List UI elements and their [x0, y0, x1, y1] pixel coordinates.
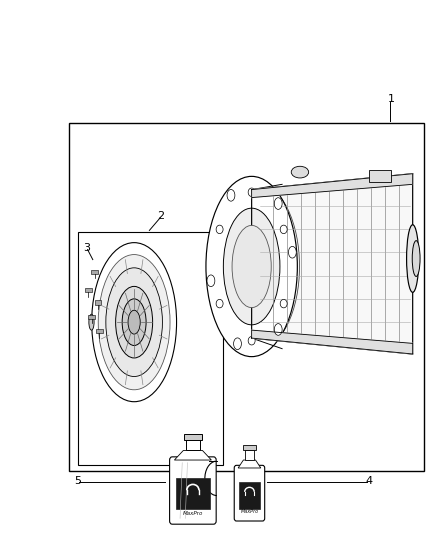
- Circle shape: [248, 336, 255, 345]
- Ellipse shape: [128, 310, 140, 334]
- Ellipse shape: [106, 268, 162, 376]
- Text: 2: 2: [157, 211, 164, 221]
- Ellipse shape: [412, 241, 420, 277]
- Bar: [69, 123, 424, 471]
- Ellipse shape: [116, 286, 152, 358]
- Bar: [245, 450, 254, 460]
- Bar: [88, 315, 95, 319]
- Text: 3: 3: [83, 243, 90, 253]
- Ellipse shape: [223, 208, 280, 325]
- Ellipse shape: [207, 275, 215, 287]
- Bar: [184, 433, 201, 440]
- Circle shape: [248, 188, 255, 197]
- Ellipse shape: [233, 338, 241, 350]
- Bar: [186, 440, 200, 450]
- Polygon shape: [238, 460, 261, 468]
- Ellipse shape: [122, 299, 146, 345]
- Text: 4: 4: [366, 477, 373, 486]
- Text: MaxPro: MaxPro: [240, 510, 258, 514]
- Bar: [95, 301, 102, 305]
- Ellipse shape: [406, 225, 419, 292]
- Polygon shape: [174, 450, 212, 460]
- Bar: [85, 288, 92, 293]
- Bar: [176, 478, 210, 510]
- Text: 5: 5: [74, 477, 81, 486]
- Bar: [96, 329, 103, 333]
- Ellipse shape: [92, 243, 177, 402]
- Circle shape: [280, 300, 287, 308]
- Ellipse shape: [274, 198, 282, 209]
- Text: 1: 1: [388, 94, 394, 104]
- Ellipse shape: [206, 176, 297, 357]
- Polygon shape: [252, 174, 413, 354]
- Ellipse shape: [227, 190, 235, 201]
- Ellipse shape: [217, 184, 300, 349]
- Text: MaxPro: MaxPro: [183, 511, 203, 516]
- Ellipse shape: [291, 166, 309, 178]
- Ellipse shape: [89, 314, 94, 330]
- Circle shape: [216, 300, 223, 308]
- Circle shape: [216, 225, 223, 233]
- Bar: [92, 270, 99, 274]
- Polygon shape: [252, 330, 413, 354]
- Bar: [78, 232, 223, 465]
- Ellipse shape: [98, 255, 170, 390]
- FancyBboxPatch shape: [170, 457, 216, 524]
- Polygon shape: [252, 174, 413, 198]
- Ellipse shape: [274, 324, 282, 335]
- Circle shape: [280, 225, 287, 233]
- Bar: [369, 170, 391, 182]
- Bar: [244, 445, 255, 450]
- Ellipse shape: [232, 225, 271, 308]
- Ellipse shape: [289, 246, 296, 258]
- Bar: [239, 482, 260, 509]
- FancyBboxPatch shape: [234, 465, 265, 521]
